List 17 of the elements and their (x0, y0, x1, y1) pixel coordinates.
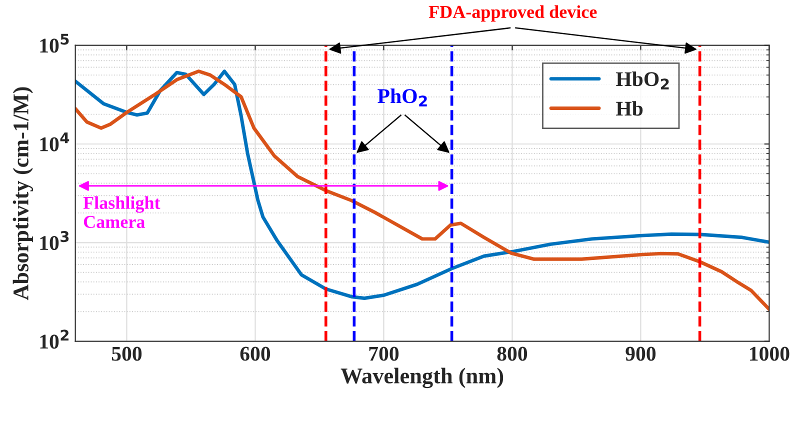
x-tick-label: 1000 (750, 346, 790, 361)
x-axis-title: Wavelength (nm) (340, 368, 504, 388)
annotation: Flashlight Camera (83, 196, 160, 228)
y-tick-label: 10$^{5}$ (40, 34, 69, 53)
y-axis-title: Absorptivity (cm-1/M) (12, 87, 34, 300)
y-tick-label: 10$^{3}$ (40, 231, 69, 250)
x-tick-label: 800 (497, 346, 528, 361)
x-tick-label: 600 (240, 346, 270, 361)
ref-line-label: FDA-approved device (428, 5, 597, 22)
x-tick-label: 700 (369, 346, 399, 361)
legend-label: Hb (616, 101, 643, 116)
x-tick-label: 500 (112, 346, 142, 361)
y-tick-label: 10$^{4}$ (40, 132, 70, 152)
legend-label: HbO$_{2}$ (616, 72, 669, 90)
ref-line-label: PhO$_{2}$ (378, 88, 427, 106)
y-tick-label: 10$^{2}$ (40, 330, 69, 349)
x-tick-label: 900 (626, 346, 656, 361)
